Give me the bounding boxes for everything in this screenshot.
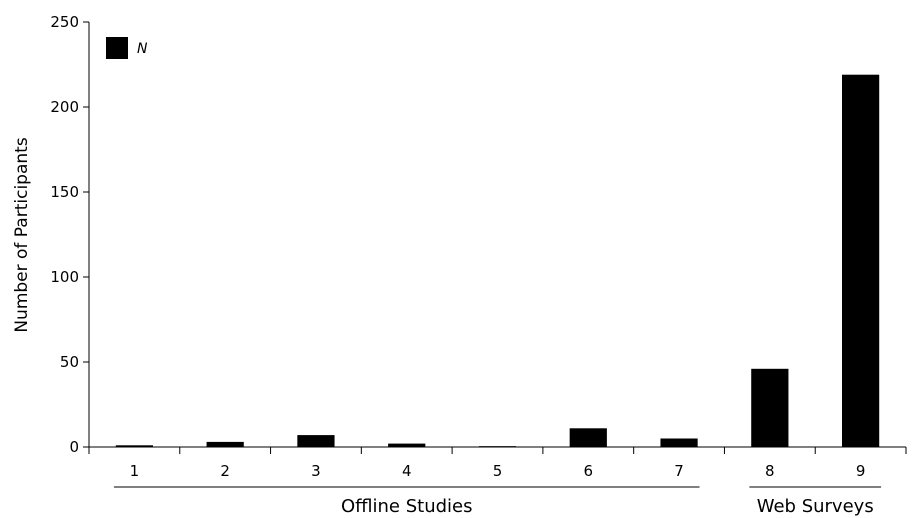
x-tick-label: 5 bbox=[493, 462, 503, 480]
x-tick-label: 6 bbox=[584, 462, 594, 480]
x-tick-label: 1 bbox=[130, 462, 140, 480]
legend-label-n: N bbox=[137, 41, 148, 57]
bar-8 bbox=[751, 368, 789, 447]
x-tick-label: 7 bbox=[674, 462, 684, 480]
y-tick-label: 0 bbox=[69, 438, 79, 456]
bar-3 bbox=[297, 435, 335, 447]
group-label: Offline Studies bbox=[341, 496, 473, 517]
x-axis: 1 2 3 4 5 6 7 8 9 bbox=[88, 446, 907, 480]
legend-swatch bbox=[106, 37, 128, 59]
bar-1 bbox=[115, 445, 153, 447]
legend: N bbox=[106, 37, 148, 59]
category-groups: Offline Studies Web Surveys bbox=[113, 486, 882, 517]
y-tick-label: 150 bbox=[50, 183, 79, 201]
y-axis: 0 50 100 150 200 250 bbox=[50, 13, 90, 456]
bar-6 bbox=[569, 428, 607, 447]
y-tick-label: 50 bbox=[60, 353, 79, 371]
y-tick-label: 100 bbox=[50, 268, 79, 286]
group-label: Web Surveys bbox=[757, 496, 874, 517]
bar-4 bbox=[388, 443, 426, 447]
x-tick-label: 4 bbox=[402, 462, 412, 480]
bar-7 bbox=[660, 438, 698, 447]
bar-9 bbox=[842, 74, 880, 447]
x-tick-label: 2 bbox=[220, 462, 230, 480]
x-tick-label: 9 bbox=[856, 462, 866, 480]
y-tick-label: 200 bbox=[50, 98, 79, 116]
bar-2 bbox=[206, 441, 244, 447]
y-tick-label: 250 bbox=[50, 13, 79, 31]
x-tick-label: 8 bbox=[765, 462, 775, 480]
bar-5 bbox=[478, 446, 517, 448]
y-axis-title: Number of Participants bbox=[12, 137, 32, 332]
x-tick-label: 3 bbox=[311, 462, 321, 480]
bars bbox=[115, 74, 880, 448]
